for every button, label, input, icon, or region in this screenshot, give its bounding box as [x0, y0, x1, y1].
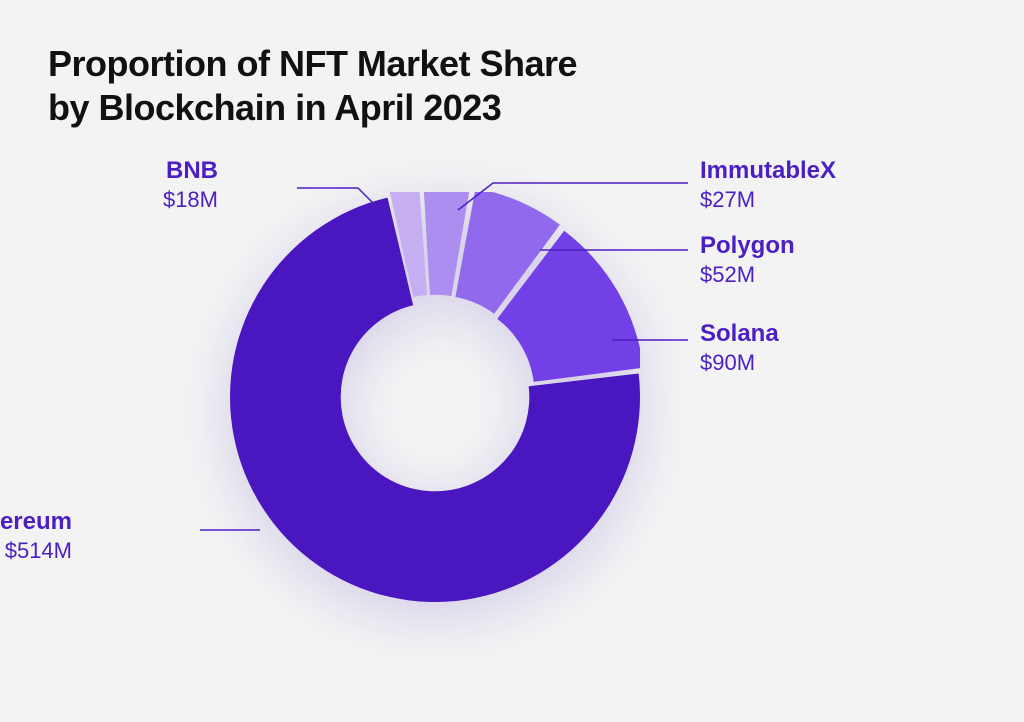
- leader-lines: [0, 0, 1024, 722]
- label-polygon: Polygon$52M: [700, 232, 795, 288]
- label-value: $18M: [163, 187, 218, 213]
- label-name: Ethereum: [0, 508, 72, 536]
- label-name: ImmutableX: [700, 157, 836, 185]
- label-value: $52M: [700, 262, 795, 288]
- label-ethereum: Ethereum$514M: [0, 508, 72, 564]
- label-name: Solana: [700, 320, 779, 348]
- label-value: $514M: [0, 538, 72, 564]
- leader-bnb: [297, 188, 388, 218]
- label-solana: Solana$90M: [700, 320, 779, 376]
- label-immutablex: ImmutableX$27M: [700, 157, 836, 213]
- label-name: Polygon: [700, 232, 795, 260]
- label-value: $27M: [700, 187, 836, 213]
- leader-immutablex: [458, 183, 688, 210]
- label-value: $90M: [700, 350, 779, 376]
- label-name: BNB: [163, 157, 218, 185]
- label-bnb: BNB$18M: [163, 157, 218, 213]
